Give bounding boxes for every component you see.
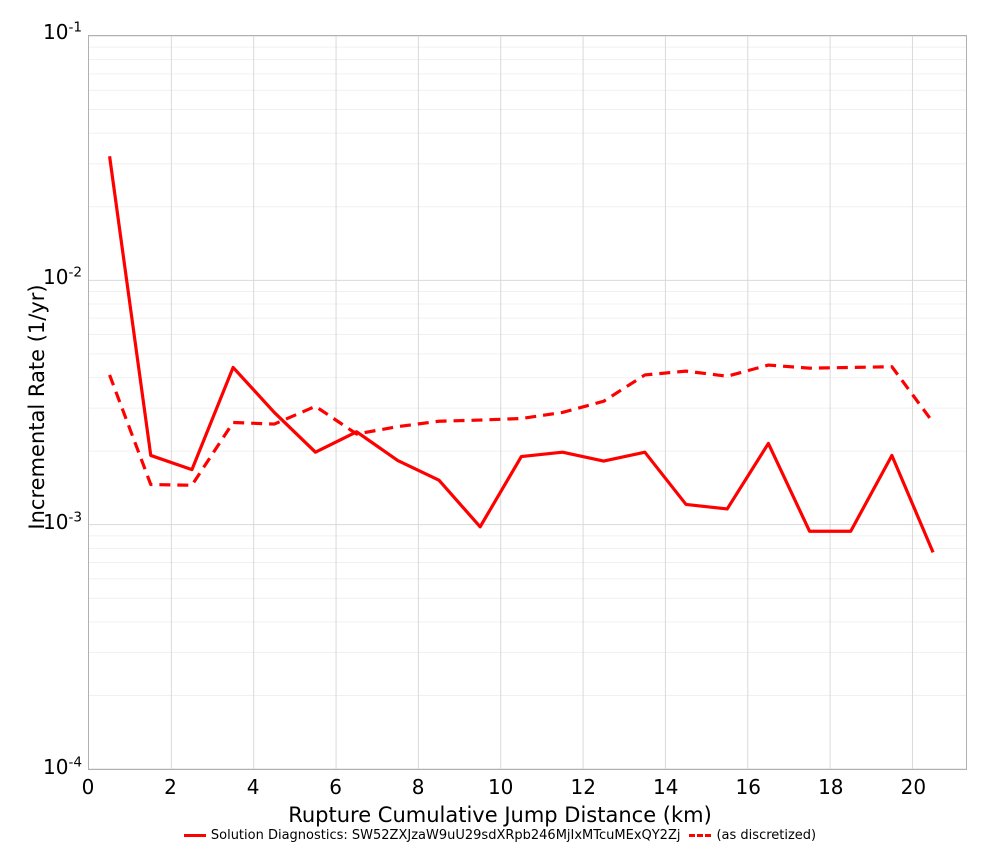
legend-entry[interactable]: (as discretized) [689, 828, 816, 843]
series-line-1 [108, 363, 935, 487]
plot-area [88, 35, 967, 770]
x-tick-label: 6 [329, 775, 342, 799]
x-tick-label: 12 [570, 775, 596, 799]
grid-lines [89, 36, 966, 769]
y-tick-label: 10-1 [42, 19, 82, 44]
x-tick-label: 16 [735, 775, 762, 799]
x-axis-title: Rupture Cumulative Jump Distance (km) [288, 803, 712, 827]
legend-label: Solution Diagnostics: SW52ZXJzaW9uU29sdX… [210, 828, 681, 843]
y-tick-label: 10-2 [42, 264, 82, 289]
x-tick-label: 18 [818, 775, 844, 799]
legend-dashed-line-icon [689, 834, 712, 837]
legend-entry[interactable]: Solution Diagnostics: SW52ZXJzaW9uU29sdX… [183, 828, 681, 843]
x-tick-label: 20 [900, 775, 927, 799]
x-tick-label: 10 [487, 775, 514, 799]
x-tick-label: 2 [164, 775, 177, 799]
series-line-0 [108, 156, 935, 554]
y-tick-label: 10-3 [42, 509, 82, 534]
x-tick-label: 4 [246, 775, 260, 799]
y-tick-label: 10-4 [42, 754, 82, 779]
legend-solid-line-icon [183, 834, 206, 837]
x-tick-label: 8 [411, 775, 425, 799]
data-series-layer [108, 156, 935, 554]
x-tick-label: 0 [81, 775, 95, 799]
legend-label: (as discretized) [716, 828, 817, 843]
y-axis-tick-labels: 10-1 10-2 10-3 10-4 [0, 0, 82, 850]
chart-legend: Solution Diagnostics: SW52ZXJzaW9uU29sdX… [0, 828, 1000, 843]
x-tick-label: 14 [653, 775, 679, 799]
